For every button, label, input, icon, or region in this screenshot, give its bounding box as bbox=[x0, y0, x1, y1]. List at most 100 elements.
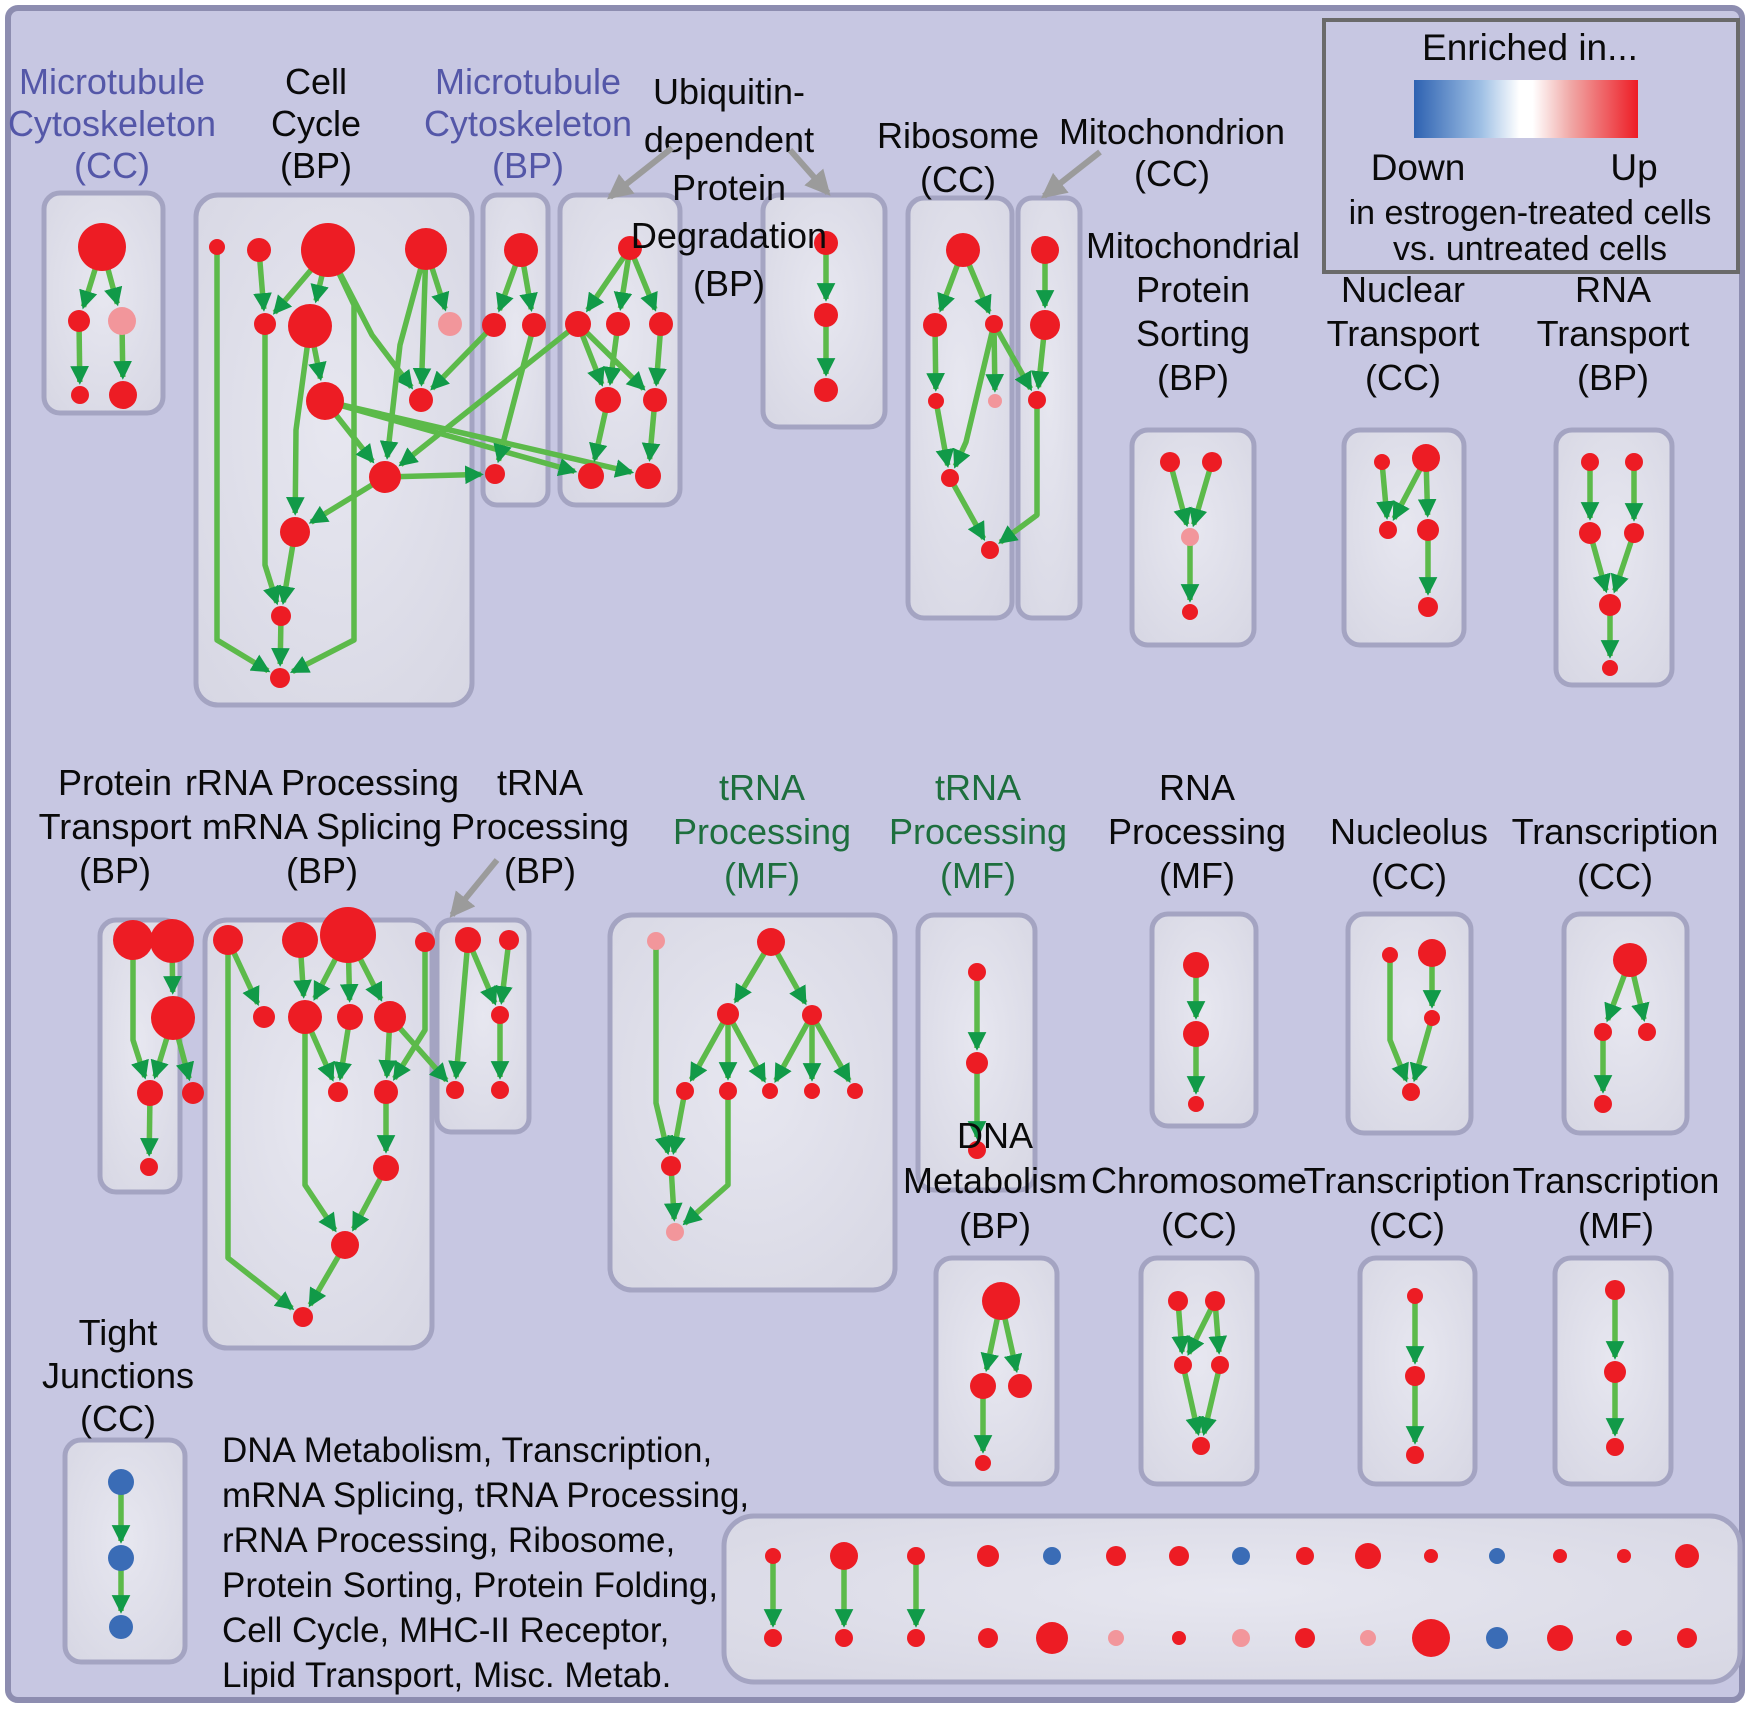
go-term-node-bt2 bbox=[830, 1542, 858, 1570]
edge-cc4-cc9 bbox=[412, 248, 432, 387]
go-term-node-bt10 bbox=[1355, 1543, 1381, 1569]
go-term-node-nt1 bbox=[1374, 454, 1390, 470]
edge-ub1-ub2 bbox=[585, 246, 633, 313]
go-term-node-bb13 bbox=[1547, 1625, 1573, 1651]
go-term-node-bt7 bbox=[1169, 1546, 1189, 1566]
cluster-label-trnabp: tRNA Processing (BP) bbox=[451, 762, 629, 891]
go-term-node-bt5 bbox=[1043, 1547, 1061, 1565]
go-term-node-mi2 bbox=[1030, 310, 1060, 340]
cluster-label-transcc2: Transcription (CC) bbox=[1304, 1160, 1511, 1246]
go-term-node-f4 bbox=[802, 1005, 822, 1025]
cluster-label-chromosome: Chromosome (CC) bbox=[1091, 1160, 1307, 1246]
go-term-node-h5 bbox=[1192, 1437, 1210, 1455]
go-term-node-v1 bbox=[1613, 943, 1647, 977]
go-term-node-ub8 bbox=[635, 463, 661, 489]
go-term-node-h1 bbox=[1168, 1291, 1188, 1311]
go-term-node-bb10 bbox=[1360, 1630, 1376, 1646]
edge-t1-t4 bbox=[448, 939, 471, 1080]
go-term-node-w1 bbox=[1407, 1288, 1423, 1304]
go-term-node-t3 bbox=[491, 1006, 509, 1024]
go-term-node-ms2 bbox=[1202, 452, 1222, 472]
go-term-node-p1 bbox=[113, 920, 153, 960]
go-term-node-f6 bbox=[719, 1082, 737, 1100]
go-term-node-nt2 bbox=[1412, 444, 1440, 472]
go-term-node-cc8 bbox=[306, 382, 344, 420]
go-term-node-a5 bbox=[109, 381, 137, 409]
misc-note-line: Lipid Transport, Misc. Metab. bbox=[222, 1656, 671, 1695]
go-term-node-p5 bbox=[182, 1082, 204, 1104]
edge-u1-u4 bbox=[1387, 955, 1409, 1083]
go-term-node-uc2 bbox=[814, 303, 838, 327]
go-term-node-bb15 bbox=[1677, 1628, 1697, 1648]
misc-note-line: Cell Cycle, MHC-II Receptor, bbox=[222, 1611, 669, 1650]
color-legend: Enriched in... Down Up in estrogen-treat… bbox=[1322, 18, 1740, 274]
go-term-node-n4 bbox=[415, 932, 435, 952]
cluster-labels-layer: Microtubule Cytoskeleton (CC) Cell Cycle (BP)… bbox=[8, 61, 1719, 1439]
legend-subtitle-line1: in estrogen-treated cells bbox=[1349, 194, 1712, 232]
go-term-node-bb12 bbox=[1486, 1627, 1508, 1649]
go-term-node-n10 bbox=[374, 1080, 398, 1104]
cluster-label-dnamet: DNA Metabolism (BP) bbox=[903, 1115, 1087, 1246]
edge-r4-r6 bbox=[933, 400, 955, 468]
edge-ms2-ms3 bbox=[1189, 461, 1215, 528]
go-term-node-d4 bbox=[975, 1455, 991, 1471]
go-term-node-f3 bbox=[717, 1003, 739, 1025]
go-term-node-ub5 bbox=[595, 387, 621, 413]
label-pointer-arrow-4 bbox=[449, 858, 500, 918]
cluster-box-chromosome bbox=[1138, 1255, 1260, 1487]
edge-rt4-rt5 bbox=[1610, 532, 1637, 594]
go-term-node-cc5 bbox=[254, 313, 276, 335]
cluster-label-trnamf1: tRNA Processing (MF) bbox=[673, 767, 851, 896]
misc-note-line: mRNA Splicing, tRNA Processing, bbox=[222, 1476, 749, 1515]
cluster-label-trnamf2: tRNA Processing (MF) bbox=[889, 767, 1067, 896]
go-term-node-ms4 bbox=[1182, 604, 1198, 620]
cluster-box-rrna bbox=[202, 917, 435, 1351]
go-term-node-u2 bbox=[1418, 939, 1446, 967]
go-term-node-w2 bbox=[1405, 1366, 1425, 1386]
go-term-node-g2 bbox=[966, 1052, 988, 1074]
go-term-node-bb11 bbox=[1412, 1619, 1450, 1657]
edge-f1-f10 bbox=[653, 941, 674, 1156]
go-term-node-q3 bbox=[1188, 1096, 1204, 1112]
go-term-node-w3 bbox=[1406, 1446, 1424, 1464]
edge-cc5-cc12 bbox=[262, 324, 281, 606]
go-term-node-d3 bbox=[1008, 1374, 1032, 1398]
cluster-label-transmf: Transcription (MF) bbox=[1513, 1160, 1720, 1246]
go-term-node-h3 bbox=[1174, 1356, 1192, 1374]
edge-ms1-ms3 bbox=[1167, 461, 1192, 528]
go-term-node-uc3 bbox=[814, 378, 838, 402]
go-term-node-bb2 bbox=[835, 1629, 853, 1647]
go-term-node-t2 bbox=[499, 930, 519, 950]
go-term-node-bb7 bbox=[1172, 1631, 1186, 1645]
go-term-node-bb5 bbox=[1036, 1622, 1068, 1654]
go-term-node-m1 bbox=[504, 233, 538, 267]
legend-subtitle-line2: vs. untreated cells bbox=[1393, 230, 1667, 268]
label-pointer-arrow-2 bbox=[787, 148, 831, 196]
go-term-node-bt1 bbox=[765, 1548, 781, 1564]
cluster-label-ribosome: Ribosome (CC) bbox=[877, 115, 1039, 200]
go-term-node-h2 bbox=[1205, 1291, 1225, 1311]
go-term-node-bt3 bbox=[907, 1547, 925, 1565]
cluster-box-trnamf1 bbox=[607, 912, 898, 1293]
label-pointer-arrow-1 bbox=[607, 145, 674, 200]
edge-f3-f7 bbox=[725, 1012, 767, 1083]
edge-mi3-r7 bbox=[998, 400, 1040, 545]
edge-m2-cc9 bbox=[430, 323, 496, 391]
go-term-node-bb6 bbox=[1108, 1630, 1124, 1646]
cluster-label-prottrans: Protein Transport (BP) bbox=[39, 762, 192, 891]
go-term-node-n9 bbox=[328, 1082, 348, 1102]
misc-note-line: rRNA Processing, Ribosome, bbox=[222, 1521, 675, 1560]
cluster-box-nuctrans bbox=[1341, 427, 1467, 648]
go-term-node-cc1 bbox=[209, 239, 225, 255]
go-term-node-m6 bbox=[485, 464, 505, 484]
go-term-node-cc9 bbox=[409, 388, 433, 412]
go-term-node-f5 bbox=[676, 1082, 694, 1100]
go-term-node-nt4 bbox=[1417, 519, 1439, 541]
edge-r6-r7 bbox=[947, 476, 987, 542]
go-term-node-uc1 bbox=[814, 231, 838, 255]
go-term-node-r4 bbox=[928, 393, 944, 409]
go-term-node-nt3 bbox=[1379, 521, 1397, 539]
edge-n4-n10 bbox=[392, 942, 428, 1081]
misc-categories-note: DNA Metabolism, Transcription, mRNA Spli… bbox=[222, 1431, 749, 1695]
edge-cc10-m6 bbox=[384, 465, 484, 485]
